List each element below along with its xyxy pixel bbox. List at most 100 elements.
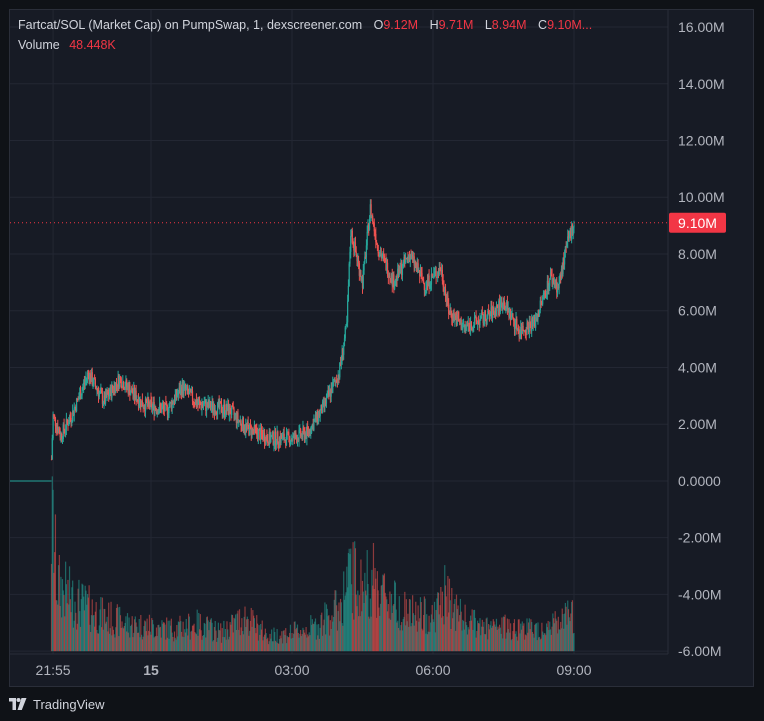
candle-body [99,391,101,393]
candle-body [325,399,327,404]
candle-body [389,275,391,278]
candle-body [284,439,286,441]
candle-body [83,382,86,384]
candle-body [264,442,266,444]
volume-bar [343,571,345,652]
volume-bar [516,636,518,652]
volume-bar [415,601,417,652]
candle-body [544,292,546,294]
candle-body [203,403,205,406]
volume-bar [130,626,132,652]
candle-body [268,431,270,446]
candle-body [439,268,441,271]
candle-body [452,312,454,321]
volume-bar [424,598,426,652]
volume-bar [304,634,306,652]
candle-body [466,325,468,327]
volume-bar [95,602,97,652]
volume-bar [222,636,224,652]
volume-bar [466,625,468,652]
candle-body [183,385,185,394]
volume-bar [437,592,439,652]
candle-body [402,261,404,269]
open-value: 9.12M [383,18,419,32]
candle-body [524,330,526,332]
volume-bar [173,641,175,652]
candle-body [132,393,134,395]
candle-body [468,322,470,325]
volume-bar [308,632,310,652]
candle-body [282,435,284,439]
volume-bar [145,631,147,652]
candle-body [283,433,285,441]
volume-bar [61,579,64,652]
volume-bar [124,622,126,652]
candle-body [407,257,409,259]
volume-bar [354,541,356,652]
candle-body [406,257,408,259]
candle-body [323,400,325,406]
tradingview-brand[interactable]: TradingView [33,696,105,712]
candle-body [93,378,95,385]
volume-bar [155,636,157,652]
volume-bar [488,629,490,652]
candle-body [260,427,263,433]
volume-bar [531,622,533,652]
volume-bar [206,617,208,652]
candle-body [454,316,456,321]
volume-bar [558,629,560,652]
candle-body [368,218,371,230]
candle-body [128,385,130,394]
candle-body [227,403,229,411]
volume-bar [235,614,237,652]
tradingview-logo-icon[interactable] [9,698,27,710]
volume-bar [246,616,248,652]
candle-body [530,325,532,332]
volume-bar [540,638,542,652]
candle-body [279,437,281,443]
candle-body [278,442,280,446]
candle-body [76,398,78,400]
symbol-title[interactable]: Fartcat/SOL (Market Cap) on PumpSwap, 1,… [18,18,363,32]
volume-bar [529,629,531,652]
candle-body [176,389,178,397]
volume-bar [161,620,163,652]
candle-body [242,417,245,431]
candle-body [143,408,145,410]
volume-bar [122,627,124,652]
candle-body [310,432,312,434]
volume-bar [198,612,200,652]
chart-canvas[interactable]: 16.00M 14.00M 12.00M 10.00M 8.00M 6.00M 4.00M 2… [10,10,753,686]
candle-body [141,400,143,407]
candle-body [195,400,197,405]
candle-body [235,413,237,415]
candle-body [521,325,523,334]
volume-bar [300,636,302,652]
volume-bar [86,604,88,652]
candle-body [234,414,236,416]
candle-body [285,439,287,446]
volume-bar [566,624,568,652]
candle-body [77,399,79,401]
candle-body [147,398,149,406]
volume-bar [486,617,488,652]
volume-bar [485,618,487,652]
candle-body [245,424,247,432]
volume-bar [294,621,296,652]
candle-body [536,318,538,320]
volume-bar [454,599,456,652]
candle-body [113,385,115,392]
chart-frame[interactable]: 16.00M 14.00M 12.00M 10.00M 8.00M 6.00M 4.00M 2… [9,9,754,687]
candle-body [441,270,443,272]
candle-body [311,423,313,426]
candle-body [535,319,537,328]
volume-bar [197,635,199,652]
volume-bar [502,616,505,652]
volume-bar [282,643,284,652]
candle-body [185,388,187,390]
candle-body [302,427,304,437]
candle-body [267,440,269,443]
volume-bar [85,590,87,652]
volume-bar [98,625,100,652]
volume-label[interactable]: Volume [18,38,60,52]
